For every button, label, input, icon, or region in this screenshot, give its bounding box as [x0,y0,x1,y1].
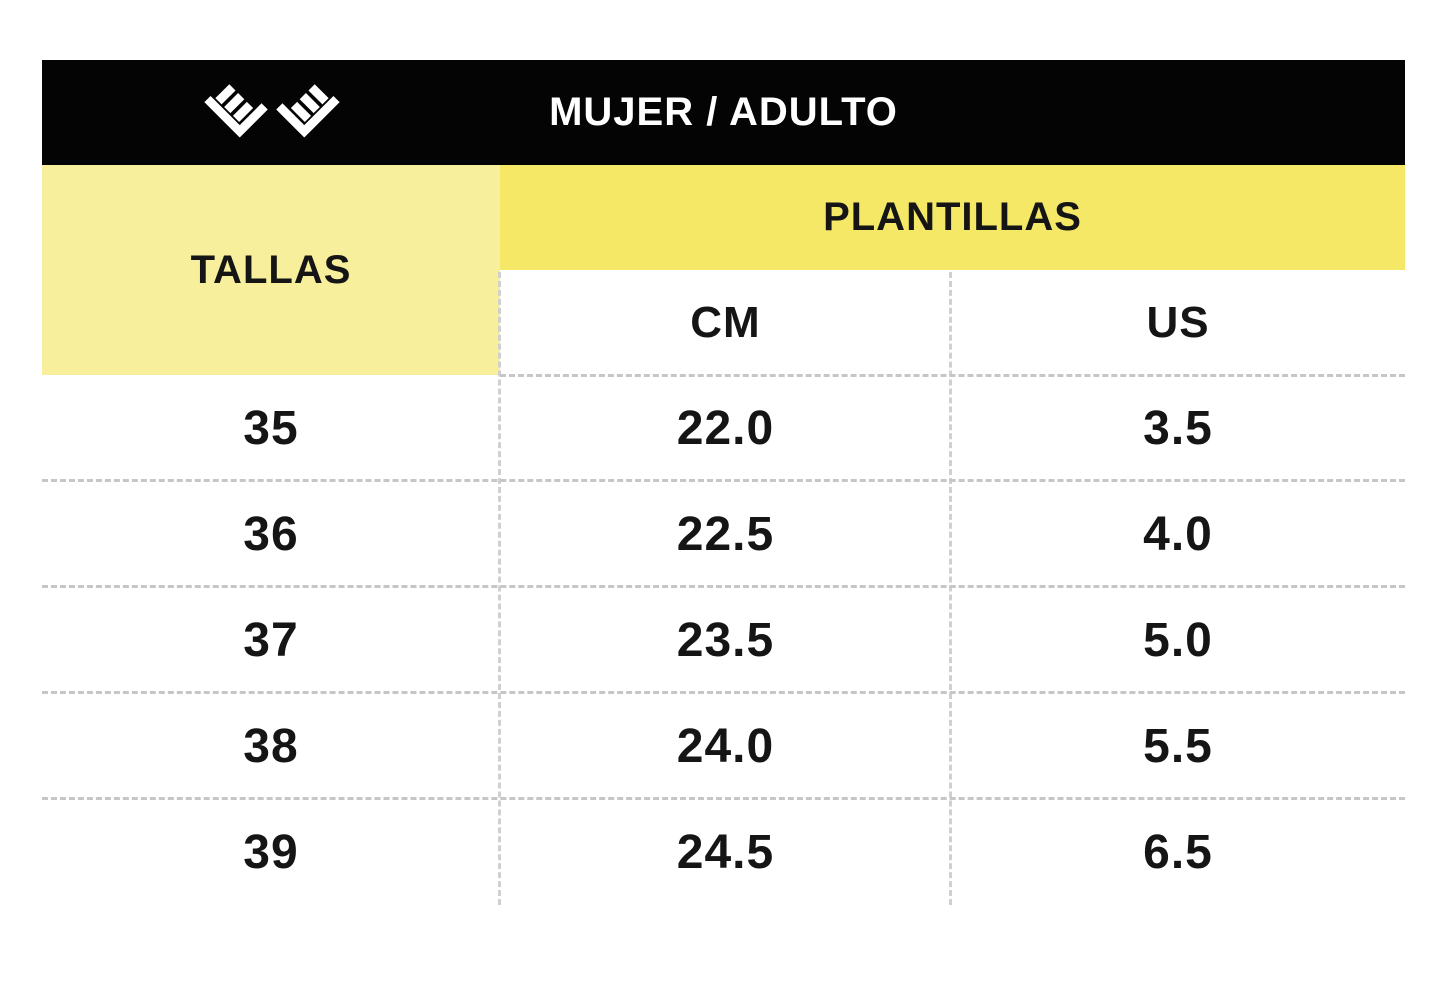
size-cell: 37 [243,613,299,667]
table-row: 39 24.5 6.5 [42,799,1405,905]
table-row: 35 22.0 3.5 [42,375,1405,481]
us-cell: 5.5 [1143,719,1213,773]
horizontal-dashed-divider [500,374,1405,377]
size-cell: 35 [243,401,299,455]
horizontal-dashed-divider [42,691,1405,694]
table-row: 38 24.0 5.5 [42,693,1405,799]
horizontal-dashed-divider [42,479,1405,482]
us-cell: 6.5 [1143,825,1213,879]
us-cell: 5.0 [1143,613,1213,667]
table-body: 35 22.0 3.5 36 22.5 4.0 37 23.5 5.0 38 2… [42,375,1405,905]
horizontal-dashed-divider [42,797,1405,800]
chart-title: MUJER / ADULTO [549,90,898,134]
cm-cell: 24.0 [676,719,775,773]
table-row: 36 22.5 4.0 [42,481,1405,587]
column-header-us: US [1146,297,1210,347]
cm-cell: 22.5 [676,507,775,561]
cm-cell: 22.0 [676,401,775,455]
cm-cell: 23.5 [676,613,775,667]
horizontal-dashed-divider [42,585,1405,588]
column-header-cm: CM [690,297,761,347]
table-header-section: TALLAS PLANTILLAS CM US [42,165,1405,375]
brand-double-w-logo-icon [204,83,340,138]
size-cell: 36 [243,507,299,561]
us-cell: 3.5 [1143,401,1213,455]
cm-cell: 24.5 [676,825,775,879]
table-row: 37 23.5 5.0 [42,587,1405,693]
group-header-plantillas: PLANTILLAS [500,165,1405,270]
chart-header-band: MUJER / ADULTO [42,60,1405,165]
size-cell: 38 [243,719,299,773]
column-header-tallas: TALLAS [42,165,500,375]
vertical-dashed-divider [498,272,501,905]
size-cell: 39 [243,825,299,879]
us-cell: 4.0 [1143,507,1213,561]
vertical-dashed-divider [949,272,952,905]
size-chart-table: MUJER / ADULTO TALLAS PLANTILLAS CM US 3… [42,60,1405,905]
